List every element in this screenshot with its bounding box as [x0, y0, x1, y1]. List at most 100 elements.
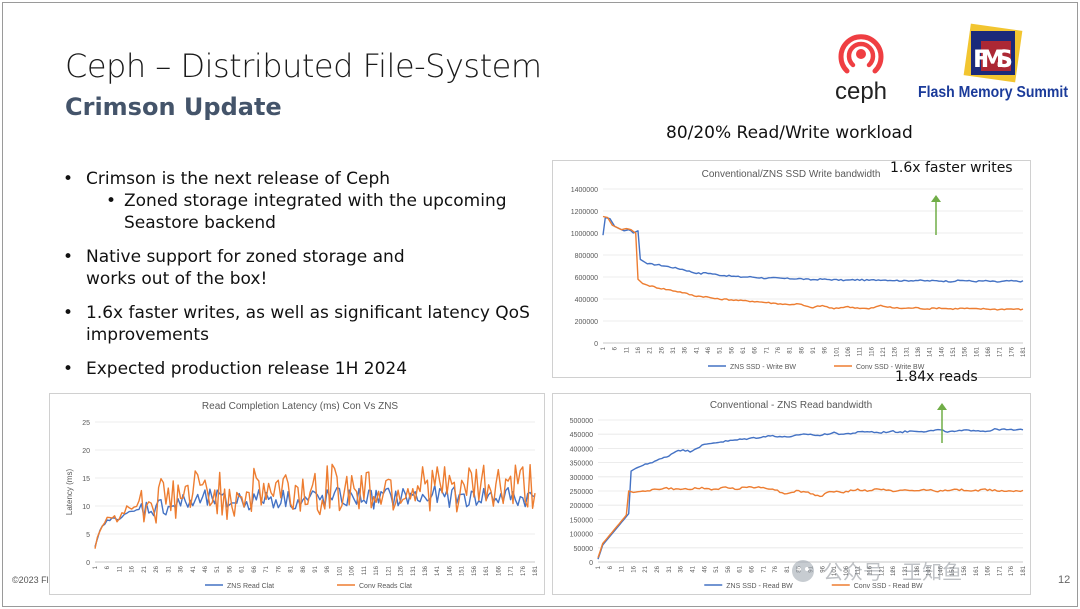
x-tick-label: 76 — [776, 346, 782, 353]
y-tick-label: 0 — [589, 560, 593, 567]
workload-label: 80/20% Read/Write workload — [666, 123, 913, 143]
x-tick-label: 1 — [601, 346, 607, 350]
x-tick-label: 121 — [386, 565, 392, 576]
x-tick-label: 76 — [773, 565, 779, 572]
y-tick-label: 500000 — [570, 418, 593, 425]
x-tick-label: 51 — [215, 565, 221, 572]
x-tick-label: 71 — [761, 565, 767, 572]
legend-label: ZNS Read Clat — [227, 583, 274, 590]
x-tick-label: 6 — [608, 565, 614, 569]
x-tick-label: 56 — [227, 565, 233, 572]
bullet-item: Crimson is the next release of Ceph — [63, 168, 533, 190]
x-tick-label: 61 — [240, 565, 246, 572]
x-tick-label: 171 — [997, 565, 1003, 576]
x-tick-label: 66 — [753, 346, 759, 353]
x-tick-label: 26 — [659, 346, 665, 353]
x-tick-label: 116 — [374, 565, 380, 575]
up-arrow-icon — [931, 195, 941, 235]
x-tick-label: 41 — [191, 565, 197, 572]
x-tick-label: 181 — [1021, 565, 1027, 576]
read-bandwidth-chart-svg: Conventional - ZNS Read bandwidth 0 50000 1… — [570, 400, 1027, 590]
x-tick-label: 166 — [986, 565, 992, 576]
x-tick-label: 161 — [974, 346, 980, 357]
y-tick-label: 800000 — [575, 253, 598, 260]
x-tick-label: 61 — [741, 346, 747, 353]
fms-logo-text: Flash Memory Summit — [918, 84, 1069, 101]
y-tick-label: 200000 — [575, 319, 598, 326]
x-tick-label: 96 — [823, 346, 829, 353]
x-tick-label: 26 — [154, 565, 160, 572]
x-tick-label: 11 — [620, 565, 626, 572]
legend-label: Conv SSD - Read BW — [854, 583, 923, 590]
x-tick-label: 31 — [166, 565, 172, 572]
y-axis-label: Latency (ms) — [65, 469, 74, 516]
y-tick-label: 200000 — [570, 503, 593, 510]
x-tick-label: 6 — [105, 565, 111, 569]
x-tick-label: 71 — [264, 565, 270, 572]
x-tick-label: 71 — [764, 346, 770, 353]
x-tick-label: 136 — [915, 565, 921, 576]
legend-label: Conv SSD - Write BW — [856, 364, 925, 371]
write-bandwidth-chart: Conventional/ZNS SSD Write bandwidth 0 200… — [552, 160, 1031, 378]
x-tick-label: 16 — [631, 565, 637, 572]
x-tick-label: 146 — [939, 346, 945, 357]
bullet-item: 1.6x faster writes, as well as significa… — [63, 302, 533, 346]
x-tick-label: 136 — [916, 346, 922, 357]
x-tick-label: 176 — [521, 565, 527, 576]
x-tick-label: 111 — [856, 565, 862, 575]
x-tick-label: 166 — [986, 346, 992, 357]
x-tick-label: 1 — [596, 565, 602, 569]
y-tick-label: 150000 — [570, 517, 593, 524]
x-tick-label: 21 — [643, 565, 649, 572]
y-tick-label: 20 — [82, 448, 90, 455]
x-tick-label: 106 — [846, 346, 852, 357]
x-tick-label: 51 — [714, 565, 720, 572]
x-tick-label: 111 — [858, 346, 864, 356]
x-tick-label: 146 — [447, 565, 453, 576]
y-tick-label: 250000 — [570, 489, 593, 496]
watermark: 公众号 · 王知鱼 — [789, 556, 1077, 586]
y-tick-label: 50000 — [574, 546, 594, 553]
bullet-item: Expected production release 1H 2024 — [63, 358, 533, 380]
page-number: 12 — [1058, 574, 1071, 586]
x-tick-label: 51 — [718, 346, 724, 353]
x-tick-label: 36 — [683, 346, 689, 353]
y-tick-label: 1400000 — [571, 187, 598, 194]
x-tick-label: 131 — [411, 565, 417, 576]
x-tick-label: 151 — [951, 346, 957, 357]
x-tick-label: 16 — [130, 565, 136, 572]
y-tick-label: 400000 — [570, 446, 593, 453]
slide-subtitle: Crimson Update — [65, 93, 282, 121]
y-tick-label: 0 — [594, 341, 598, 348]
x-tick-label: 81 — [289, 565, 295, 572]
legend-label: ZNS SSD - Read BW — [726, 583, 793, 590]
x-tick-label: 26 — [655, 565, 661, 572]
x-tick-label: 171 — [998, 346, 1004, 357]
x-tick-label: 161 — [974, 565, 980, 576]
x-tick-label: 101 — [832, 565, 838, 576]
bullet-item: Native support for zoned storage and wor… — [63, 246, 406, 290]
x-tick-label: 176 — [1009, 565, 1015, 576]
legend-label: Conv Reads Clat — [359, 583, 412, 590]
y-tick-label: 300000 — [570, 475, 593, 482]
x-tick-label: 131 — [904, 346, 910, 357]
slide-title: Ceph – Distributed File-System — [65, 47, 542, 85]
x-tick-label: 151 — [460, 565, 466, 576]
chart-title: Conventional/ZNS SSD Write bandwidth — [702, 169, 881, 180]
x-tick-label: 181 — [533, 565, 539, 576]
x-tick-label: 41 — [694, 346, 700, 353]
x-tick-label: 106 — [350, 565, 356, 576]
y-tick-label: 10 — [82, 504, 90, 511]
x-tick-label: 36 — [179, 565, 185, 572]
x-tick-label: 6 — [613, 346, 619, 350]
x-tick-label: 56 — [726, 565, 732, 572]
x-tick-label: 156 — [962, 565, 968, 576]
x-tick-label: 16 — [636, 346, 642, 353]
x-tick-label: 131 — [903, 565, 909, 576]
y-tick-label: 100000 — [570, 532, 593, 539]
x-tick-label: 21 — [142, 565, 148, 572]
x-tick-label: 146 — [938, 565, 944, 576]
x-tick-label: 31 — [671, 346, 677, 353]
x-tick-label: 86 — [799, 346, 805, 353]
